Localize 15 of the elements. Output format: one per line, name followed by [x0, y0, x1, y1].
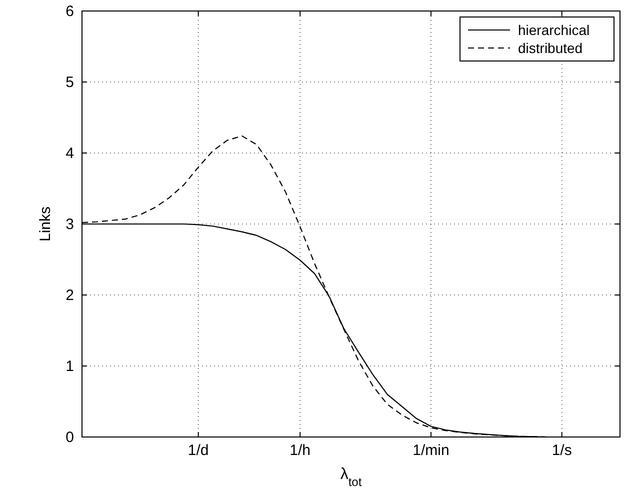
x-tick-label: 1/min: [412, 442, 450, 459]
x-axis-title: λ$_{tot}$: [340, 466, 362, 489]
x-tick-label: 1/h: [290, 442, 311, 459]
legend-label: distributed: [518, 40, 583, 56]
y-tick-label: 6: [66, 3, 74, 20]
x-tick-label: 1/d: [188, 442, 209, 459]
x-tick-label: 1/s: [552, 442, 572, 459]
legend-label: hierarchical: [518, 22, 590, 38]
y-tick-label: 2: [66, 287, 74, 304]
y-tick-label: 1: [66, 358, 74, 375]
y-tick-label: 3: [66, 216, 74, 233]
y-axis-title: Links: [37, 206, 54, 242]
y-tick-label: 5: [66, 74, 74, 91]
y-tick-label: 4: [66, 145, 74, 162]
y-tick-label: 0: [66, 429, 74, 446]
